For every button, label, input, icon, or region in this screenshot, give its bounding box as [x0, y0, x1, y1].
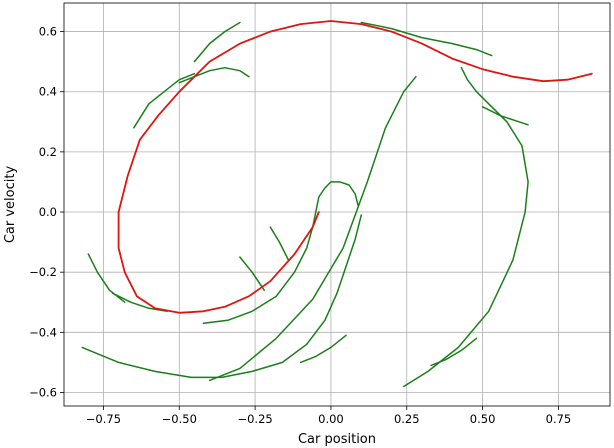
y-tick-label: −0.6 [29, 385, 57, 399]
green-trajectory-line [481, 106, 529, 126]
x-tick-label: 0.00 [318, 412, 344, 426]
y-tick-label: 0.2 [39, 145, 57, 159]
x-tick-label: 0.75 [546, 412, 572, 426]
y-axis-label: Car velocity [3, 166, 18, 244]
x-tick-label: −0.75 [86, 412, 121, 426]
x-tick-label: −0.50 [162, 412, 197, 426]
y-tick-label: 0.6 [39, 25, 57, 39]
green-trajectory-line [402, 66, 529, 388]
y-tick-label: 0.0 [39, 205, 57, 219]
grid [64, 3, 610, 406]
green-trajectory-line [133, 72, 196, 129]
green-trajectory-line [81, 214, 363, 379]
green-trajectory-line [178, 66, 250, 84]
y-tick-label: −0.2 [29, 265, 57, 279]
green-trajectory-line [193, 21, 241, 63]
x-tick-label: 0.50 [470, 412, 496, 426]
green-trajectory-line [111, 292, 168, 313]
green-trajectory-line [239, 256, 265, 291]
green-trajectory-line [430, 337, 478, 367]
x-tick-label: −0.25 [237, 412, 272, 426]
green-trajectory-line [299, 334, 347, 364]
axis-ticks: −0.75 −0.50 −0.25 0.00 0.25 0.50 0.75 −0.6 −0.4 −… [29, 25, 571, 426]
green-trajectory-line [208, 75, 417, 382]
green-trajectory-line [269, 226, 290, 261]
y-tick-label: −0.4 [29, 325, 57, 339]
x-tick-label: 0.25 [394, 412, 420, 426]
green-trajectory-line [202, 181, 359, 325]
red-trajectory-line [117, 20, 593, 314]
green-trajectory-line [360, 21, 493, 57]
trajectory-series [81, 20, 593, 388]
x-axis-label: Car position [298, 432, 376, 447]
plot-frame [63, 2, 611, 407]
y-tick-label: 0.4 [39, 85, 57, 99]
